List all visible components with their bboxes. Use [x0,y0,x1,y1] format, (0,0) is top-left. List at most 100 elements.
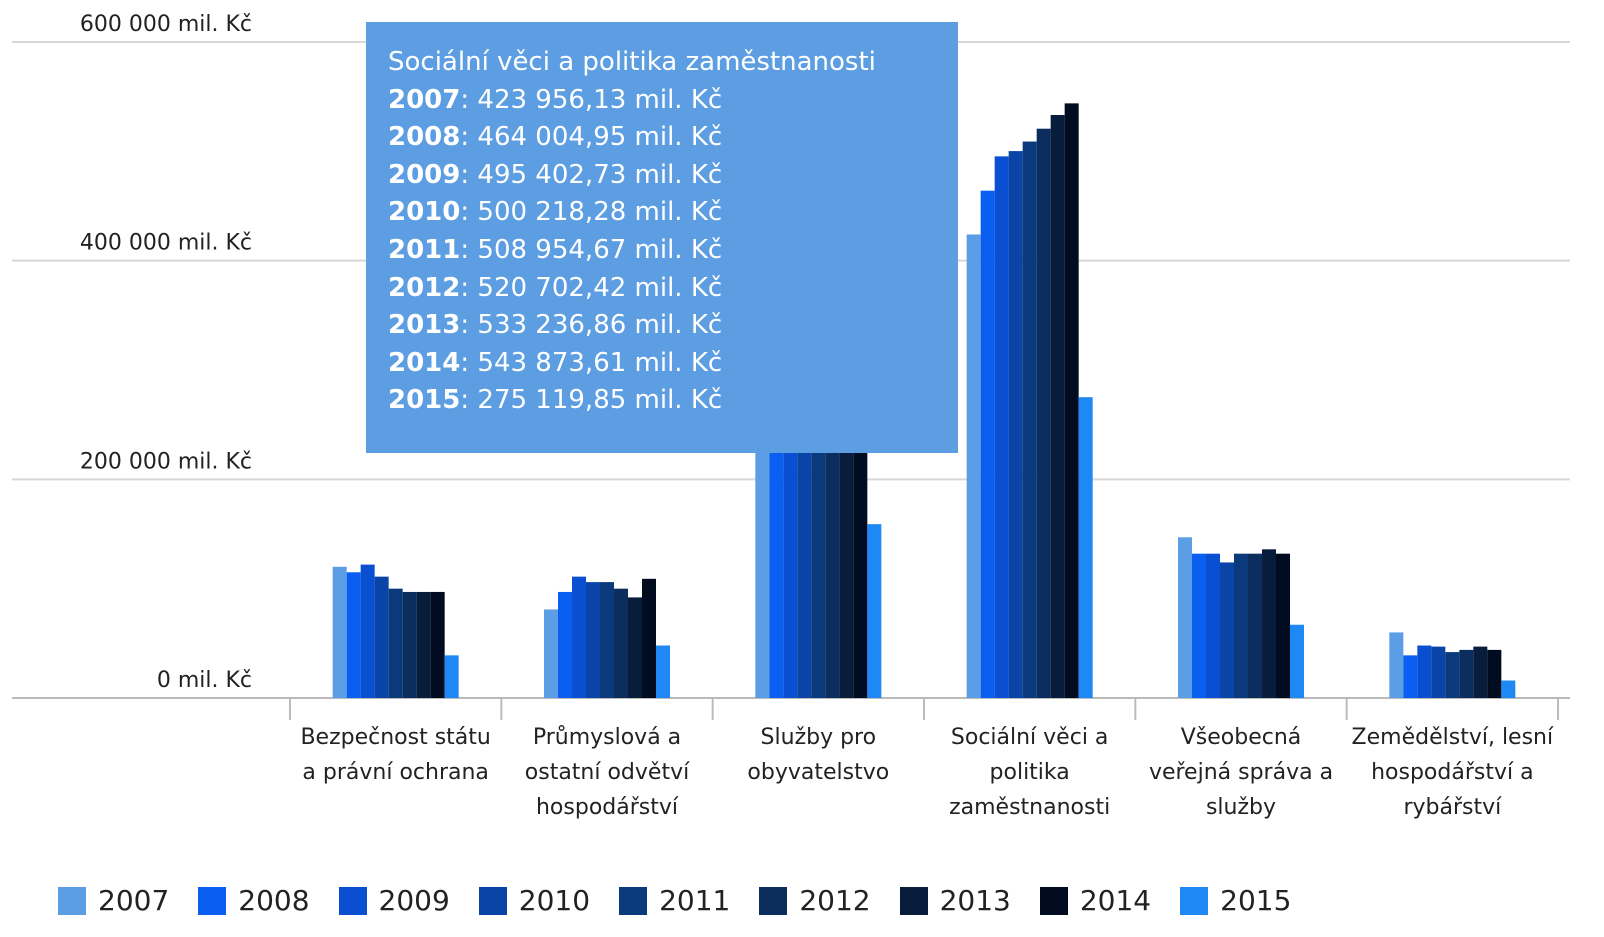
tooltip-series: 2007 [388,85,469,115]
bar [544,609,558,698]
bar [656,645,670,698]
tooltip-title: Sociální věci a politika zaměstnanosti [388,47,876,77]
bar [1290,624,1304,698]
bar [1459,649,1474,698]
bar [966,234,981,699]
bar [388,588,403,698]
bar [1178,537,1192,698]
bar [1403,655,1418,698]
bar [980,190,995,698]
tooltip-series: 2010 [388,197,469,227]
bar [360,564,375,698]
bar [1487,649,1502,698]
bar [444,655,459,698]
tooltip-series: 2008 [388,122,469,152]
bar [1431,646,1446,698]
legend-swatch [198,886,227,915]
legend-label: 2007 [98,884,170,917]
bar [1276,553,1290,698]
x-tick-label: Služby pro obyvatelstvo [747,725,890,785]
bar [374,576,389,698]
tooltip-row: 2015 275 119,85 mil. Kč [388,382,958,420]
bar [1050,114,1065,698]
legend-item: 2008 [198,884,310,917]
legend-item: 2014 [1039,884,1152,917]
bar [1022,141,1037,698]
legend-swatch [1039,886,1068,915]
tooltip-row: 2014 543 873,61 mil. Kč [388,345,958,383]
tooltip-row: 2011 508 954,67 mil. Kč [388,232,958,270]
tooltip-row: 2007 423 956,13 mil. Kč [388,82,958,120]
bar [430,591,445,698]
bar [402,591,417,698]
x-tick-label: Sociální věci a politika zaměstnanosti [949,725,1111,820]
tooltip-series: 2015 [388,385,469,415]
bar [1389,632,1404,698]
tooltip-row: 2010 500 218,28 mil. Kč [388,194,958,232]
bar [1206,553,1220,698]
legend-label: 2008 [238,884,310,917]
bar [572,576,586,698]
bar [994,156,1009,698]
legend-swatch [1180,886,1209,915]
bar [642,578,656,698]
tooltip-row: 2013 533 236,86 mil. Kč [388,307,958,345]
x-tick-label: Zemědělství, lesní hospodářství a rybářs… [1351,725,1554,820]
legend-item: 2009 [338,884,450,917]
bar [1445,652,1460,698]
bar [755,380,770,698]
tooltip-series: 2013 [388,310,469,340]
tooltip-value: 543 873,61 mil. Kč [477,347,723,378]
bar [1008,151,1023,699]
y-tick-label: 600 000 mil. Kč [80,12,252,37]
bar [416,591,431,698]
tooltip-row: 2012 520 702,42 mil. Kč [388,270,958,308]
bar [1417,645,1432,698]
tooltip-value: 423 956,13 mil. Kč [477,84,723,115]
tooltip-value: 495 402,73 mil. Kč [477,159,723,190]
tooltip-series: 2009 [388,160,469,190]
bar [1262,549,1276,698]
y-tick-label: 200 000 mil. Kč [80,449,252,474]
bar [1192,553,1206,698]
bar [332,566,347,698]
legend: 2007 2008 2009 2010 2011 2012 2013 2014 2015 [58,884,1320,917]
bar [628,597,642,698]
legend-swatch [899,886,928,915]
tooltip-row: 2008 464 004,95 mil. Kč [388,119,958,157]
legend-label: 2015 [1220,884,1292,917]
bar [586,582,600,698]
legend-item: 2013 [899,884,1011,917]
legend-label: 2011 [659,884,731,917]
x-tick-label: Všeobecná veřejná správa a služby [1148,725,1334,820]
x-tick-label: Bezpečnost státu a právní ochrana [300,725,491,785]
tooltip-value: 533 236,86 mil. Kč [477,310,723,341]
tooltip-value: 275 119,85 mil. Kč [477,385,723,416]
tooltip-row: 2009 495 402,73 mil. Kč [388,157,958,195]
tooltip-value: 464 004,95 mil. Kč [477,122,723,153]
legend-swatch [338,886,367,915]
legend-item: 2011 [619,884,730,917]
legend-swatch [759,886,788,915]
legend-label: 2010 [518,884,591,917]
legend-item: 2012 [759,884,871,917]
bar [600,582,614,698]
tooltip-value: 500 218,28 mil. Kč [477,197,723,228]
tooltip: Sociální věci a politika zaměstnanosti 20… [366,22,958,453]
legend-label: 2014 [1079,884,1152,917]
bar [1220,562,1234,698]
tooltip-value: 508 954,67 mil. Kč [477,234,723,265]
bar [1248,553,1262,698]
tooltip-series: 2012 [388,273,469,303]
bar [346,572,361,698]
legend-item: 2007 [58,884,169,917]
bar [1036,128,1051,699]
bar [1064,103,1079,698]
bar [1501,680,1516,698]
tooltip-series: 2014 [388,348,469,378]
bar [1234,553,1248,698]
legend-swatch [58,886,86,915]
y-tick-label: 400 000 mil. Kč [80,231,252,256]
bar [1078,397,1093,698]
y-tick-label: 0 mil. Kč [157,668,252,693]
